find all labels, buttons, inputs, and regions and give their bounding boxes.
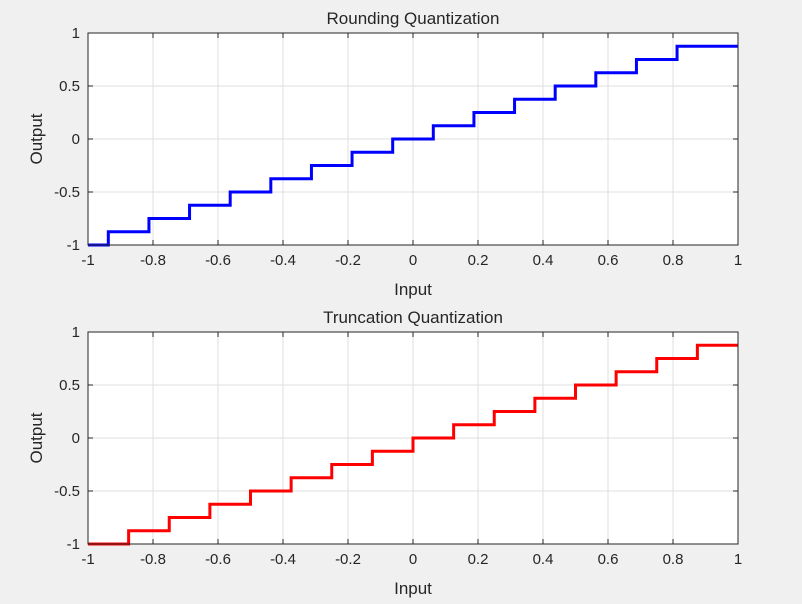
- y-tick-label: -0.5: [54, 483, 80, 500]
- subplot-truncation: -1 -0.8 -0.6 -0.4 -0.2 0 0.2 0.4 0.6 0.8 1 -1 -0.5 0 0…: [27, 308, 742, 598]
- x-tick-label: 0: [409, 252, 417, 269]
- y-tick-label: 1: [72, 324, 80, 341]
- series-line: [88, 44, 738, 247]
- x-tick-label: -1: [81, 252, 94, 269]
- x-tick-label: 1: [734, 252, 742, 269]
- x-tick-label: 0.4: [533, 252, 554, 269]
- x-tick-label: 0.6: [598, 252, 619, 269]
- x-axis-label: Input: [394, 579, 432, 598]
- x-tick-label: 0.8: [663, 551, 684, 568]
- series-group: [88, 44, 738, 247]
- ticks: -1 -0.8 -0.6 -0.4 -0.2 0 0.2 0.4 0.6 0.8 1 -1 -0.5 0 0…: [54, 324, 742, 568]
- series-line: [88, 343, 738, 546]
- x-tick-label: 0.2: [468, 252, 489, 269]
- chart-title: Truncation Quantization: [323, 308, 503, 327]
- series-group: [88, 343, 738, 546]
- y-tick-label: 1: [72, 25, 80, 42]
- subplot-rounding: -1 -0.8 -0.6 -0.4 -0.2 0 0.2 0.4 0.6 0.8 1 -1 -0.5 0 0…: [27, 9, 742, 299]
- x-tick-label: 0.2: [468, 551, 489, 568]
- y-tick-label: 0: [72, 131, 80, 148]
- x-tick-label: 1: [734, 551, 742, 568]
- x-tick-label: -0.6: [205, 252, 231, 269]
- y-tick-label: -0.5: [54, 184, 80, 201]
- x-tick-label: -0.4: [270, 252, 296, 269]
- x-tick-label: -0.6: [205, 551, 231, 568]
- x-tick-label: -0.2: [335, 551, 361, 568]
- chart-title: Rounding Quantization: [327, 9, 500, 28]
- x-tick-label: 0.8: [663, 252, 684, 269]
- x-tick-label: 0.6: [598, 551, 619, 568]
- y-tick-label: -1: [67, 536, 80, 553]
- y-tick-label: 0: [72, 430, 80, 447]
- x-tick-label: -1: [81, 551, 94, 568]
- y-tick-label: 0.5: [59, 377, 80, 394]
- y-axis-label: Output: [27, 412, 46, 463]
- x-tick-label: -0.2: [335, 252, 361, 269]
- x-tick-label: 0: [409, 551, 417, 568]
- x-axis-label: Input: [394, 280, 432, 299]
- x-tick-label: -0.8: [140, 551, 166, 568]
- x-tick-label: 0.4: [533, 551, 554, 568]
- y-tick-label: 0.5: [59, 78, 80, 95]
- x-tick-label: -0.4: [270, 551, 296, 568]
- y-axis-label: Output: [27, 113, 46, 164]
- y-tick-label: -1: [67, 237, 80, 254]
- ticks: -1 -0.8 -0.6 -0.4 -0.2 0 0.2 0.4 0.6 0.8 1 -1 -0.5 0 0…: [54, 25, 742, 269]
- x-tick-label: -0.8: [140, 252, 166, 269]
